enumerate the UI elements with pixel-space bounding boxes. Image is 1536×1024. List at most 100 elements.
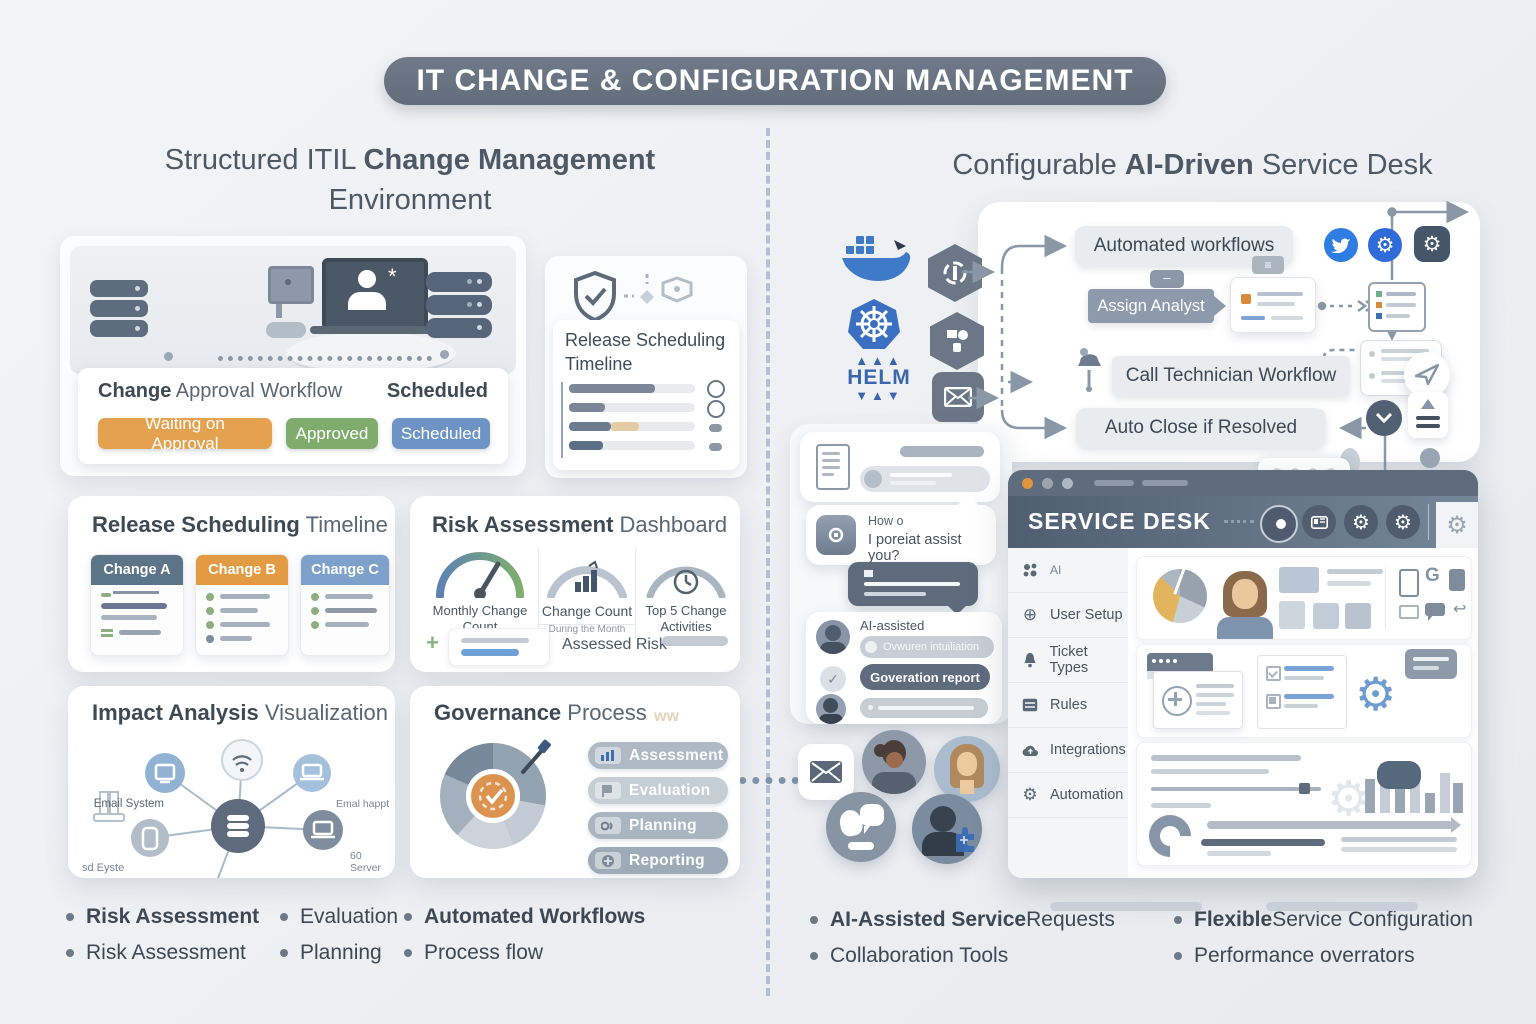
change-a-column[interactable]: Change A bbox=[90, 554, 184, 656]
monitor-icon bbox=[268, 266, 314, 304]
arrow-bar bbox=[1207, 817, 1461, 833]
gauge-icon bbox=[646, 566, 726, 600]
person-avatar bbox=[934, 736, 1000, 802]
governance-step-planning[interactable]: Planning bbox=[588, 812, 728, 839]
check-icon: ✓ bbox=[820, 666, 846, 692]
chevron-down-icon[interactable] bbox=[1366, 400, 1402, 436]
person-puzzle-avatar bbox=[912, 794, 982, 864]
gear-icon[interactable]: ⚙ bbox=[1386, 505, 1420, 539]
paper-plane-icon[interactable] bbox=[1404, 352, 1450, 398]
change-c-header: Change C bbox=[301, 555, 389, 585]
service-desk-window: SERVICE DESK ⚙ ⚙ ⚙ AI ⊕ User Setup Ticke… bbox=[1008, 470, 1478, 878]
service-desk-sidebar: AI ⊕ User Setup Ticket Types Rules Integ… bbox=[1008, 548, 1128, 878]
ai-pill-light[interactable]: Ovwuren intuiliation bbox=[860, 636, 994, 658]
rules-list-icon bbox=[1020, 695, 1040, 715]
mini-timeline-title: Release Scheduling Timeline bbox=[565, 330, 726, 374]
gear-icon-light[interactable]: ⚙ bbox=[1436, 502, 1478, 548]
sidebar-item-rules[interactable]: Rules bbox=[1008, 683, 1128, 728]
impact-node-label: sd Eyste bbox=[82, 862, 125, 874]
approval-title: Change Approval Workflow bbox=[98, 380, 343, 402]
sidebar-item-automation[interactable]: ⚙ Automation bbox=[1008, 773, 1128, 818]
window-dot[interactable] bbox=[1022, 478, 1033, 489]
gear-circle-icon[interactable]: ⚙ bbox=[1368, 228, 1402, 262]
ai-pill-dark[interactable]: Goveration report bbox=[860, 664, 990, 690]
bar-chart-icon bbox=[595, 747, 621, 764]
mini-timeline-panel: Release Scheduling Timeline bbox=[553, 320, 739, 470]
governance-card: Governance Process ww Assessment Evalua bbox=[410, 686, 740, 878]
gear-icon[interactable]: ⚙ bbox=[1344, 505, 1378, 539]
ai-assisted-label: AI-assisted bbox=[860, 618, 925, 633]
release-title: Release Scheduling Timeline bbox=[92, 512, 388, 537]
bullet-risk-assessment-1: Risk Assessment bbox=[66, 905, 259, 929]
asterisk-glyph: * bbox=[388, 264, 397, 289]
tag-chip: – bbox=[1150, 270, 1184, 288]
governance-step-evaluation[interactable]: Evaluation bbox=[588, 777, 728, 804]
sidebar-item-ai[interactable]: AI bbox=[1008, 548, 1128, 593]
title-banner: IT CHANGE & CONFIGURATION MANAGEMENT bbox=[384, 57, 1166, 105]
ghost-gear-icon: ⚙ bbox=[1327, 771, 1371, 827]
postcard-icon[interactable] bbox=[1302, 505, 1336, 539]
service-desk-title: SERVICE DESK bbox=[1028, 508, 1211, 534]
shadow-bar bbox=[1050, 902, 1202, 911]
governance-donut-chart bbox=[440, 739, 551, 849]
docker-icon[interactable] bbox=[842, 230, 912, 286]
flow-box-assign-analyst[interactable]: Assign Analyst bbox=[1088, 289, 1214, 323]
window-dot[interactable] bbox=[1042, 478, 1053, 489]
mini-timeline-card: Release Scheduling Timeline bbox=[545, 256, 747, 478]
sidebar-item-ticket-types[interactable]: Ticket Types bbox=[1008, 638, 1128, 683]
tablet-icon[interactable] bbox=[1399, 569, 1419, 597]
kubernetes-icon[interactable] bbox=[848, 298, 900, 350]
mail-card[interactable] bbox=[798, 744, 854, 800]
governance-step-assessment[interactable]: Assessment bbox=[588, 742, 728, 769]
blue-gear-icon[interactable]: ⚙ bbox=[1355, 667, 1397, 721]
sidebar-item-integrations[interactable]: Integrations bbox=[1008, 728, 1128, 773]
helm-icon[interactable]: ▲▲▲ HELM ▼▲▼ bbox=[842, 354, 916, 402]
link-icon bbox=[709, 424, 722, 432]
approval-title-right: Scheduled bbox=[386, 380, 488, 402]
sidebar-item-user-setup[interactable]: ⊕ User Setup bbox=[1008, 593, 1128, 638]
flag-icon bbox=[595, 782, 621, 799]
gauge-monthly-change: Monthly Change Count bbox=[428, 548, 532, 635]
database-stack-icon bbox=[90, 280, 148, 337]
ai-pill-line bbox=[860, 698, 988, 718]
impact-node-label: 60 Server bbox=[350, 850, 381, 874]
change-b-column[interactable]: Change B bbox=[195, 554, 289, 656]
flow-box-call-technician[interactable]: Call Technician Workflow bbox=[1112, 356, 1350, 396]
tooltip-card bbox=[1405, 649, 1457, 679]
status-waiting-button[interactable]: Waiting on Approval bbox=[98, 414, 272, 453]
play-icon[interactable] bbox=[1260, 505, 1298, 543]
right-section-heading: Configurable AI-Driven Service Desk bbox=[952, 149, 1433, 181]
chat-bubble-icon[interactable] bbox=[1425, 603, 1445, 621]
status-scheduled-button[interactable]: Scheduled bbox=[392, 418, 490, 449]
slider-track[interactable] bbox=[1151, 783, 1321, 794]
chat-reply-pill bbox=[860, 466, 990, 492]
chat-support-avatar bbox=[826, 792, 896, 862]
gear-app-icon[interactable]: ⚙ bbox=[1414, 226, 1450, 262]
alert-bell-icon bbox=[1078, 348, 1101, 392]
change-c-column[interactable]: Change C bbox=[300, 554, 390, 656]
ai-icon bbox=[1020, 560, 1040, 580]
progress-track bbox=[569, 403, 695, 412]
assistant-chat-bubble: How o I poreiat assist you? bbox=[806, 494, 996, 565]
watermark: ww bbox=[654, 708, 679, 725]
status-approved-button[interactable]: Approved bbox=[286, 418, 378, 449]
release-scheduling-card: Release Scheduling Timeline Change A Cha… bbox=[68, 496, 395, 672]
refresh-icon[interactable]: G bbox=[1425, 565, 1440, 586]
bullet-evaluation: Evaluation bbox=[280, 905, 398, 929]
progress-track bbox=[569, 384, 695, 393]
service-desk-header: SERVICE DESK ⚙ ⚙ ⚙ bbox=[1008, 496, 1478, 548]
desk-panel-overview: G ↩ bbox=[1136, 556, 1472, 640]
governance-step-reporting[interactable]: Reporting bbox=[588, 847, 728, 874]
impact-title: Impact Analysis Visualization bbox=[92, 700, 388, 725]
bullet-flexible-config: Flexible Service Configuration bbox=[1174, 908, 1473, 932]
flow-box-auto-close[interactable]: Auto Close if Resolved bbox=[1076, 408, 1326, 448]
twitter-icon[interactable] bbox=[1324, 228, 1358, 262]
checklist-card bbox=[1257, 655, 1347, 729]
database-stack-icon bbox=[426, 272, 492, 338]
card-icon[interactable] bbox=[1399, 605, 1419, 619]
pie-chart bbox=[1153, 567, 1207, 623]
window-dot[interactable] bbox=[1062, 478, 1073, 489]
doc-preview-card bbox=[1153, 671, 1243, 729]
device-icon[interactable] bbox=[1449, 569, 1465, 591]
undo-icon[interactable]: ↩ bbox=[1453, 601, 1467, 618]
